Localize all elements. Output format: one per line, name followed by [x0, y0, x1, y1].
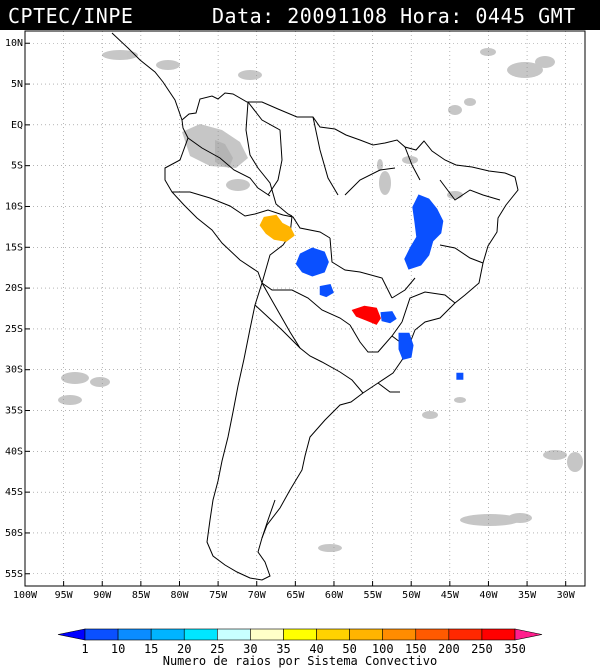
colorbar-swatch	[250, 628, 284, 641]
lat-label: 55S	[5, 569, 23, 580]
colorbar-tick-label: 350	[504, 642, 526, 656]
colorbar	[57, 628, 543, 641]
lat-label: 5S	[11, 161, 23, 172]
map-frame	[24, 30, 586, 587]
lat-label: 40S	[5, 446, 23, 457]
lon-label: 40W	[479, 590, 498, 601]
lat-label: 45S	[5, 487, 23, 498]
colorbar-swatch	[150, 628, 185, 641]
colorbar-tick-label: 50	[342, 642, 357, 656]
lat-label: EQ	[11, 120, 23, 131]
cloud-cover	[58, 48, 583, 552]
colorbar-tick-label: 20	[177, 642, 192, 656]
colorbar-tick-label: 30	[243, 642, 258, 656]
convective-system-parana	[351, 305, 381, 325]
lat-label: 35S	[5, 406, 23, 417]
convective-system-bolivia-north	[259, 214, 295, 242]
lat-label: 5N	[11, 79, 23, 90]
lon-label: 60W	[325, 590, 344, 601]
colorbar-swatch	[316, 628, 350, 641]
colorbar-swatch	[283, 628, 317, 641]
convective-system-brazil-central	[404, 194, 444, 270]
lon-label: 75W	[209, 590, 228, 601]
colorbar-tick-label: 150	[404, 642, 427, 656]
lon-label: 50W	[402, 590, 421, 601]
colorbar-tick-label: 25	[210, 642, 225, 656]
lon-label: 30W	[557, 590, 576, 601]
colorbar-left-arrow	[57, 628, 86, 641]
colorbar-tick-label: 1	[81, 642, 89, 656]
lat-label: 20S	[5, 283, 23, 294]
land-borders	[111, 32, 519, 581]
lon-label: 85W	[132, 590, 151, 601]
colorbar-caption: Numero de raios por Sistema Convectivo	[162, 654, 438, 668]
lon-label: 90W	[93, 590, 112, 601]
colorbar-swatch	[415, 628, 450, 641]
lat-label: 10S	[5, 201, 23, 212]
lon-label: 65W	[286, 590, 305, 601]
lon-label: 70W	[248, 590, 267, 601]
lon-label: 35W	[518, 590, 537, 601]
convective-system-south-brazil	[398, 332, 414, 360]
colorbar-tick-label: 35	[276, 642, 291, 656]
lat-label: 10N	[5, 38, 23, 49]
latitude-labels: 10N 5N EQ 5S 10S 15S 20S 25S 30S 35S 40S 45S 50S 55S	[5, 38, 23, 580]
lon-label: 80W	[170, 590, 189, 601]
lat-label: 25S	[5, 324, 23, 335]
colorbar-tick-label: 100	[371, 642, 394, 656]
lat-lon-grid	[24, 31, 585, 586]
axis-ticks	[24, 42, 567, 586]
lon-label: 45W	[441, 590, 460, 601]
convective-system-atlantic	[456, 372, 464, 380]
longitude-labels: 100W 95W 90W 85W 80W 75W 70W 65W 60W 55W 50W 45W 40W…	[13, 590, 576, 601]
colorbar-swatch	[117, 628, 152, 641]
convective-systems	[259, 194, 464, 380]
convective-system-bolivia-east	[295, 247, 329, 277]
colorbar-swatch	[382, 628, 417, 641]
colorbar-tick-label: 200	[438, 642, 460, 656]
title-bar: CPTEC/INPE Data: 20091108 Hora: 0445 GMT	[0, 0, 600, 30]
colorbar-swatch	[217, 628, 251, 641]
colorbar-swatch	[183, 628, 218, 641]
colorbar-swatch	[349, 628, 383, 641]
lat-label: 30S	[5, 365, 23, 376]
convective-system-paraguay-a	[319, 283, 334, 298]
colorbar-tick-label: 15	[143, 642, 159, 656]
colorbar-right-arrow	[514, 628, 543, 641]
colorbar-swatch	[84, 628, 119, 641]
colorbar-swatch	[448, 628, 483, 641]
colorbar-tick-label: 10	[110, 642, 126, 656]
lat-label: 50S	[5, 528, 23, 539]
datetime-label: Data: 20091108 Hora: 0445 GMT	[212, 4, 576, 28]
colorbar-tick-label: 40	[309, 642, 324, 656]
lon-label: 95W	[55, 590, 74, 601]
colorbar-swatch	[481, 628, 516, 641]
lon-label: 100W	[13, 590, 38, 601]
source-label: CPTEC/INPE	[8, 4, 134, 28]
colorbar-tick-label: 250	[471, 642, 493, 656]
lon-label: 55W	[364, 590, 383, 601]
convective-system-parana-blue	[380, 311, 397, 324]
lat-label: 15S	[5, 242, 23, 253]
